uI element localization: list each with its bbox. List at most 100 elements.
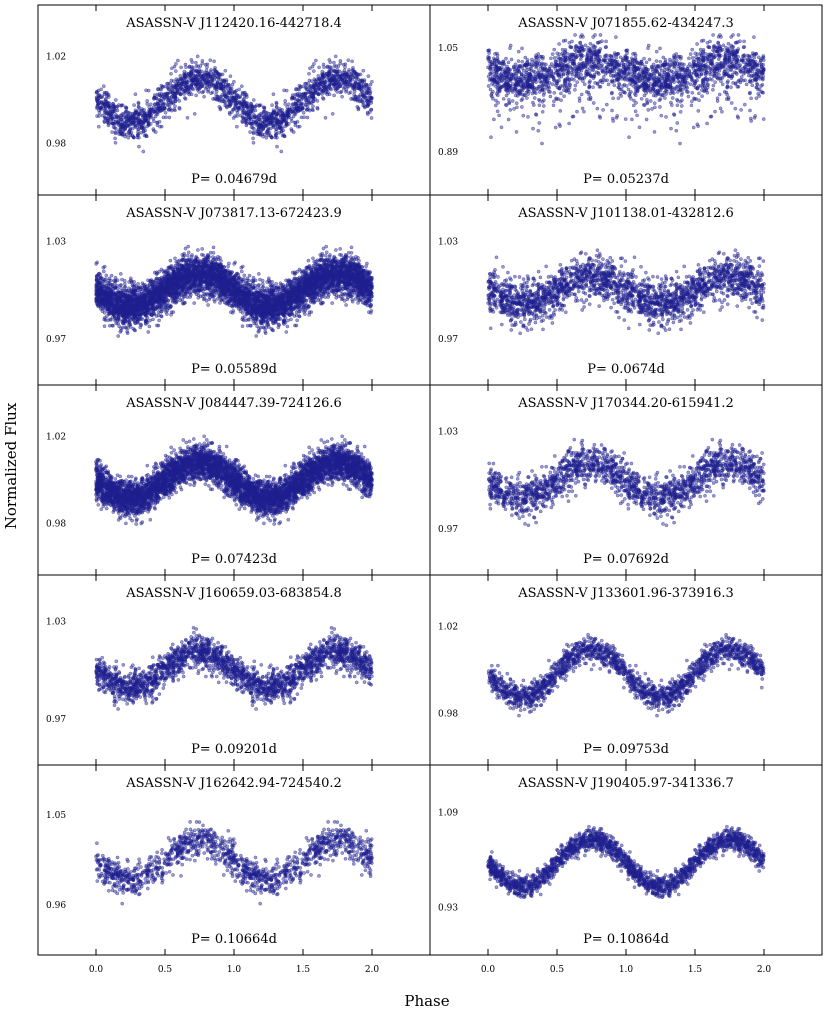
data-point	[154, 103, 157, 106]
data-point	[685, 77, 688, 80]
data-point	[254, 121, 257, 124]
data-point	[706, 41, 709, 44]
data-point	[304, 104, 307, 107]
data-point	[330, 82, 333, 85]
data-point	[528, 84, 531, 87]
data-point	[217, 72, 220, 75]
data-point	[144, 133, 147, 136]
data-point	[142, 120, 145, 123]
data-point	[122, 126, 125, 129]
data-point	[572, 115, 575, 118]
data-point	[607, 83, 610, 86]
data-point	[660, 84, 663, 87]
data-point	[308, 67, 311, 70]
data-point	[522, 87, 525, 90]
data-point	[617, 86, 620, 89]
data-point	[621, 70, 624, 73]
data-point	[626, 52, 629, 55]
data-point	[697, 92, 700, 95]
data-point	[576, 81, 579, 84]
data-point	[675, 52, 678, 55]
data-point	[114, 137, 117, 140]
data-point	[626, 60, 629, 63]
data-point	[504, 57, 507, 60]
data-point	[690, 104, 693, 107]
data-point	[534, 78, 537, 81]
data-point	[682, 75, 685, 78]
data-point	[597, 67, 600, 70]
data-point	[349, 81, 352, 84]
data-point	[343, 69, 346, 72]
data-point	[517, 60, 520, 63]
data-point	[714, 65, 717, 68]
data-point	[630, 118, 633, 121]
data-point	[588, 70, 591, 73]
data-point	[511, 90, 514, 93]
data-point	[743, 54, 746, 57]
data-point	[726, 85, 729, 88]
data-point	[649, 90, 652, 93]
data-point	[321, 70, 324, 73]
data-point	[175, 88, 178, 91]
data-point	[351, 66, 354, 69]
data-point	[524, 77, 527, 80]
data-point	[749, 117, 752, 120]
data-point	[616, 60, 619, 63]
data-point	[125, 114, 128, 117]
data-point	[201, 74, 204, 77]
data-point	[311, 109, 314, 112]
data-point	[627, 77, 630, 80]
data-point	[251, 107, 254, 110]
data-point	[361, 92, 364, 95]
data-point	[723, 74, 726, 77]
data-point	[701, 82, 704, 85]
data-point	[579, 35, 582, 38]
data-point	[645, 86, 648, 89]
data-point	[689, 83, 692, 86]
data-point	[183, 96, 186, 99]
data-point	[697, 57, 700, 60]
data-point	[659, 93, 662, 96]
data-point	[354, 81, 357, 84]
data-point	[648, 75, 651, 78]
data-point	[489, 136, 492, 139]
data-point	[233, 91, 236, 94]
data-point	[137, 106, 140, 109]
data-point	[533, 91, 536, 94]
data-point	[726, 49, 729, 52]
data-point	[317, 74, 320, 77]
data-point	[699, 48, 702, 51]
data-point	[599, 33, 602, 36]
data-point	[731, 65, 734, 68]
data-point	[546, 71, 549, 74]
data-point	[173, 105, 176, 108]
data-point	[724, 55, 727, 58]
data-point	[245, 124, 248, 127]
data-point	[735, 67, 738, 70]
data-point	[223, 79, 226, 82]
data-point	[310, 98, 313, 101]
data-point	[628, 94, 631, 97]
data-point	[645, 98, 648, 101]
data-point	[608, 68, 611, 71]
data-point	[143, 108, 146, 111]
data-point	[629, 97, 632, 100]
data-point	[531, 101, 534, 104]
data-point	[586, 55, 589, 58]
data-point	[229, 75, 232, 78]
data-point	[253, 116, 256, 119]
data-point	[559, 92, 562, 95]
data-point	[626, 56, 629, 59]
data-point	[523, 64, 526, 67]
data-point	[252, 132, 255, 135]
data-point	[270, 113, 273, 116]
data-point	[762, 56, 765, 59]
data-point	[293, 112, 296, 115]
data-point	[595, 71, 598, 74]
data-point	[614, 36, 617, 39]
data-point	[542, 99, 545, 102]
data-point	[553, 91, 556, 94]
data-point	[203, 95, 206, 98]
data-point	[740, 75, 743, 78]
data-point	[212, 84, 215, 87]
